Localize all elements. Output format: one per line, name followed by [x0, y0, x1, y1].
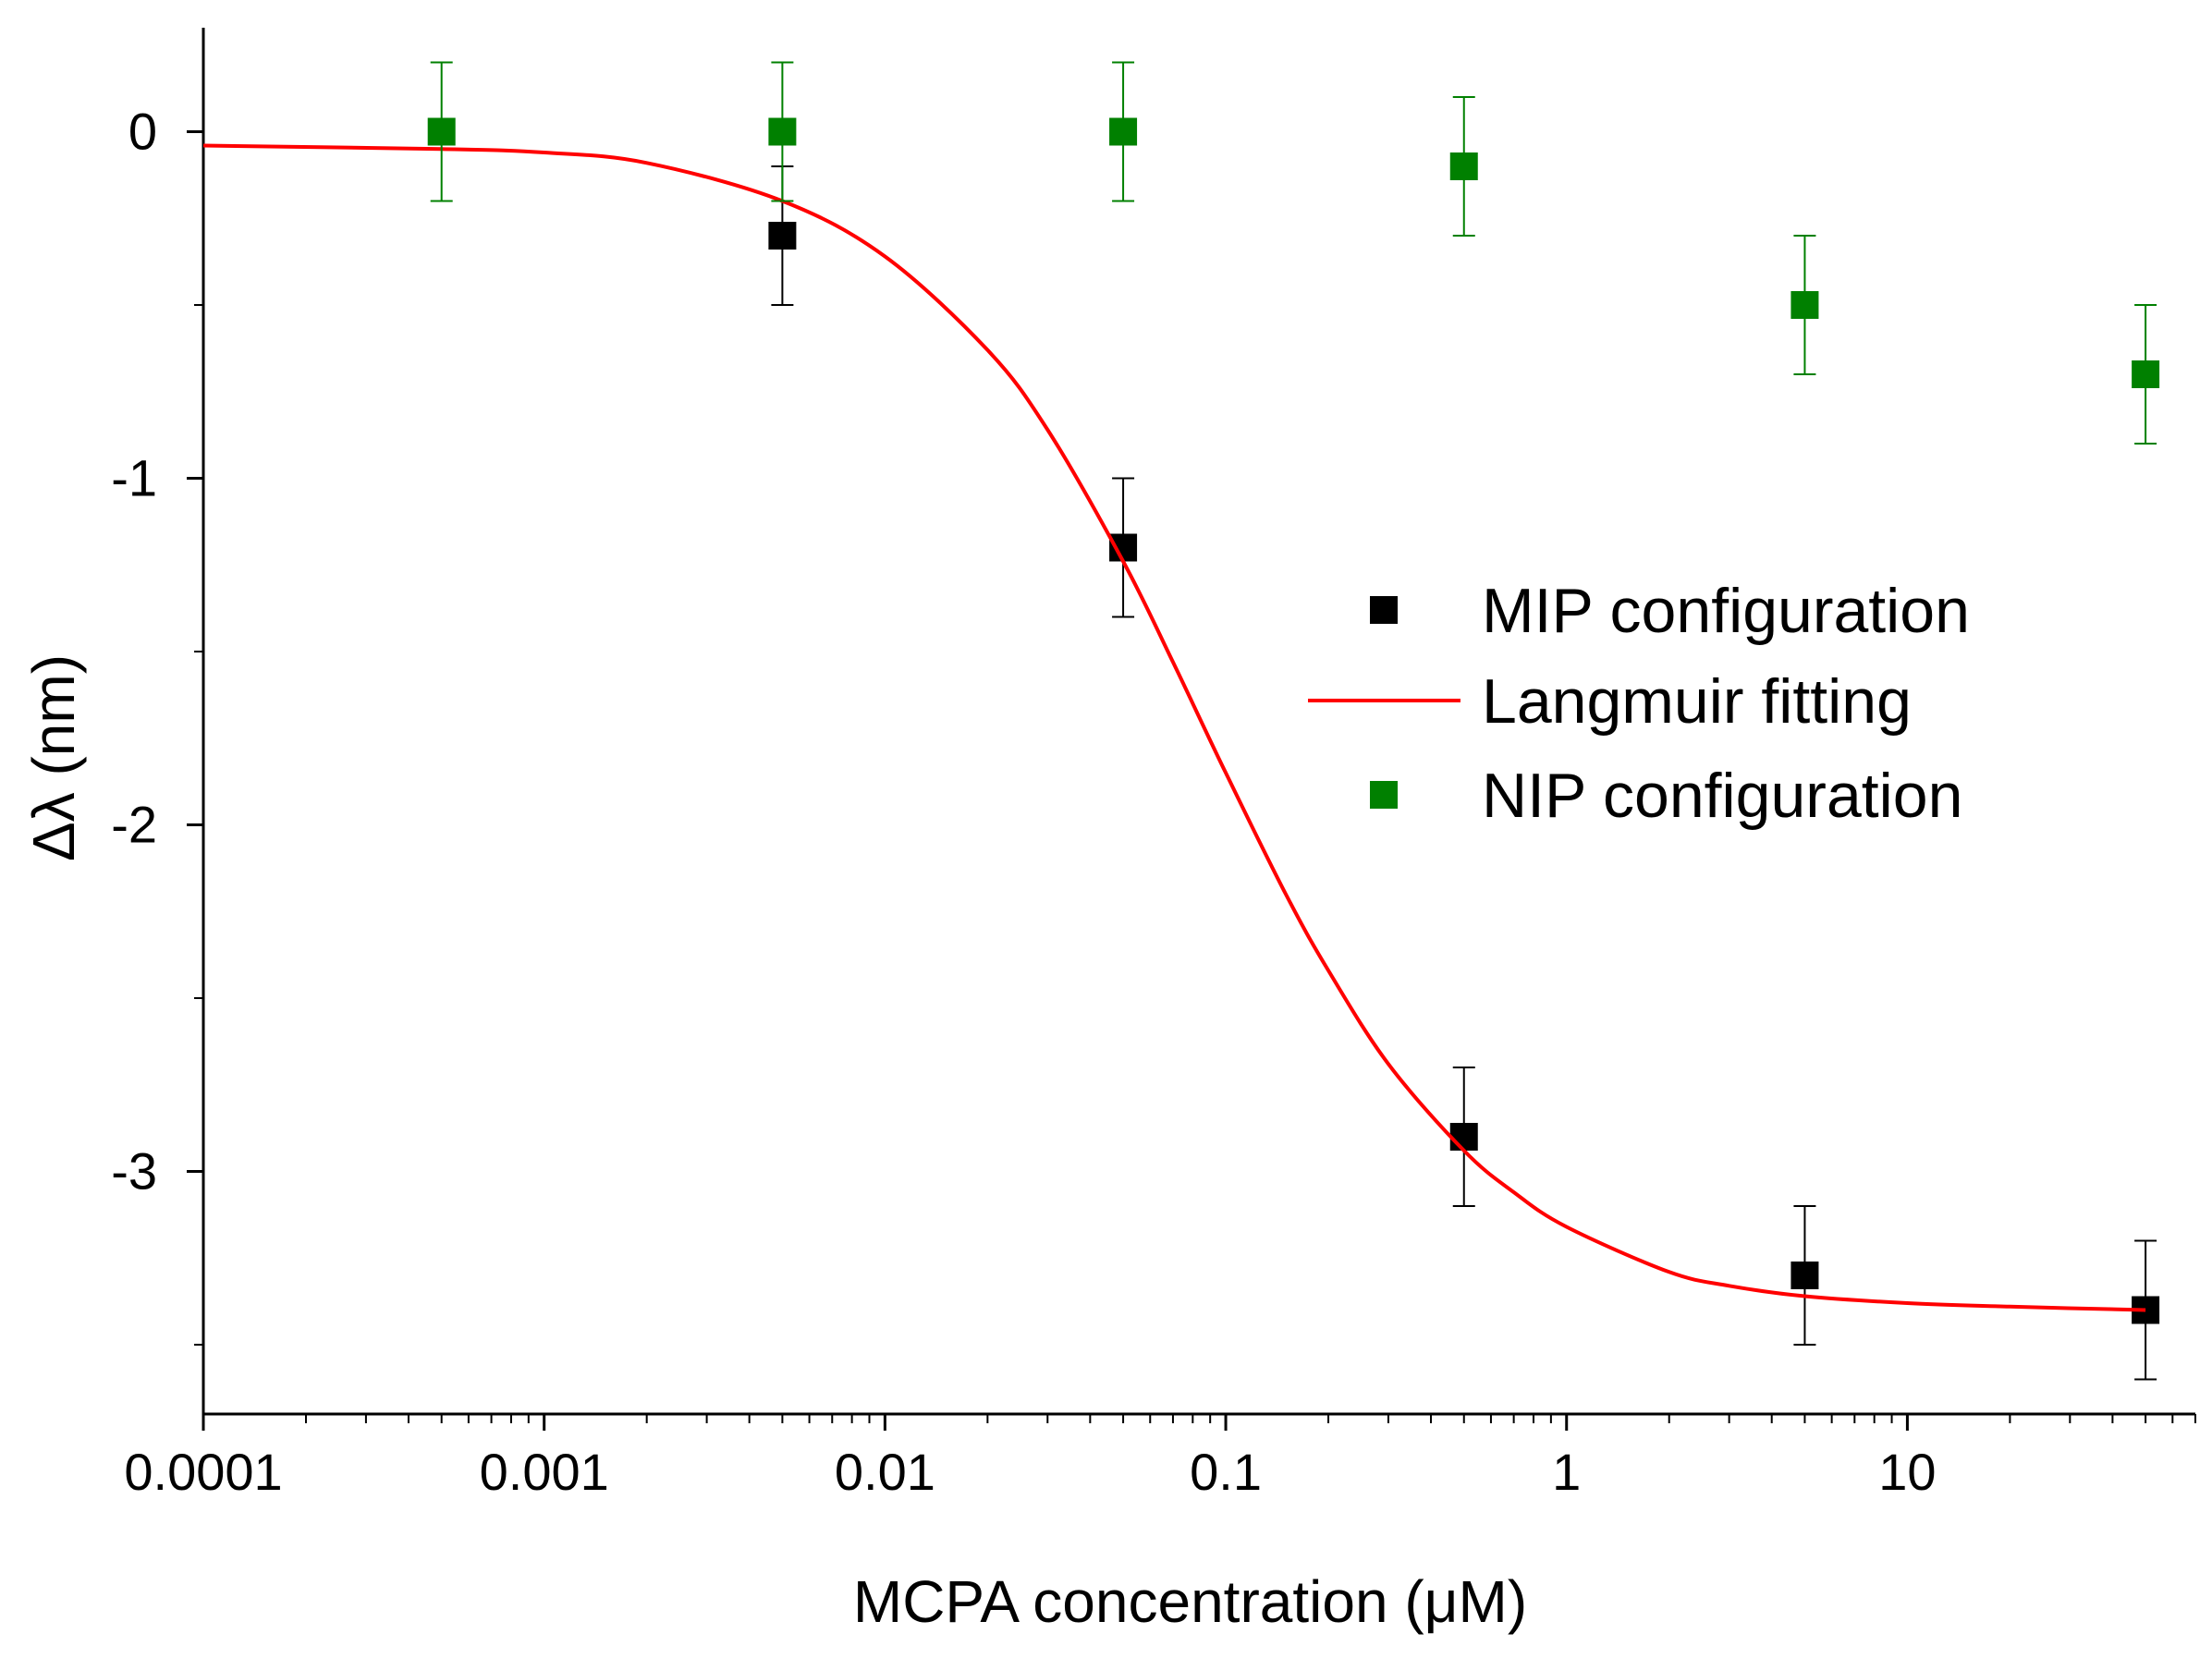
legend-item-nip-configuration: NIP configuration	[1370, 761, 1962, 831]
legend-item-mip-configuration: MIP configuration	[1370, 576, 1970, 646]
y-axis-title: Δλ (nm)	[20, 654, 87, 861]
legend: MIP configuration Langmuir fitting NIP con…	[1308, 576, 1970, 831]
nip-configuration-point	[1109, 117, 1138, 146]
legend-swatch-mip-configuration	[1370, 596, 1398, 624]
y-tick-label: -2	[111, 796, 157, 854]
nip-configuration-point	[427, 117, 456, 146]
nip-configuration-point	[1449, 152, 1478, 180]
legend-label-langmuir-fitting: Langmuir fitting	[1482, 666, 1912, 737]
langmuir-fitting-line	[202, 143, 2146, 1312]
mip-configuration-point	[1449, 1123, 1478, 1151]
x-tick-label: 0.01	[835, 1443, 935, 1501]
legend-swatch-nip-configuration	[1370, 781, 1398, 809]
x-tick-label: 0.001	[480, 1443, 609, 1501]
mip-configuration-point	[1790, 1262, 1819, 1289]
plot-area	[202, 61, 2160, 1381]
nip-configuration-point	[768, 117, 797, 146]
x-tick-label: 10	[1878, 1443, 1936, 1501]
y-tick-label: -1	[111, 449, 157, 507]
axes: 0.0001 0.001 0.01 0.1 1 10 0 -1 -2 -3	[111, 28, 2196, 1501]
legend-item-langmuir-fitting: Langmuir fitting	[1308, 666, 1912, 737]
y-tick-label: -3	[111, 1142, 157, 1201]
legend-label-mip-configuration: MIP configuration	[1482, 576, 1970, 646]
x-tick-label: 0.1	[1190, 1443, 1262, 1501]
nip-configuration-point	[2132, 360, 2160, 388]
mip-configuration-point	[768, 222, 797, 250]
x-tick-label: 1	[1552, 1443, 1581, 1501]
mip-configuration-point	[1109, 533, 1138, 562]
legend-label-nip-configuration: NIP configuration	[1482, 761, 1962, 831]
nip-configuration-point	[1790, 291, 1819, 319]
x-axis-title: MCPA concentration (μM)	[853, 1568, 1527, 1635]
x-tick-label: 0.0001	[124, 1443, 282, 1501]
y-tick-label: 0	[128, 103, 157, 161]
